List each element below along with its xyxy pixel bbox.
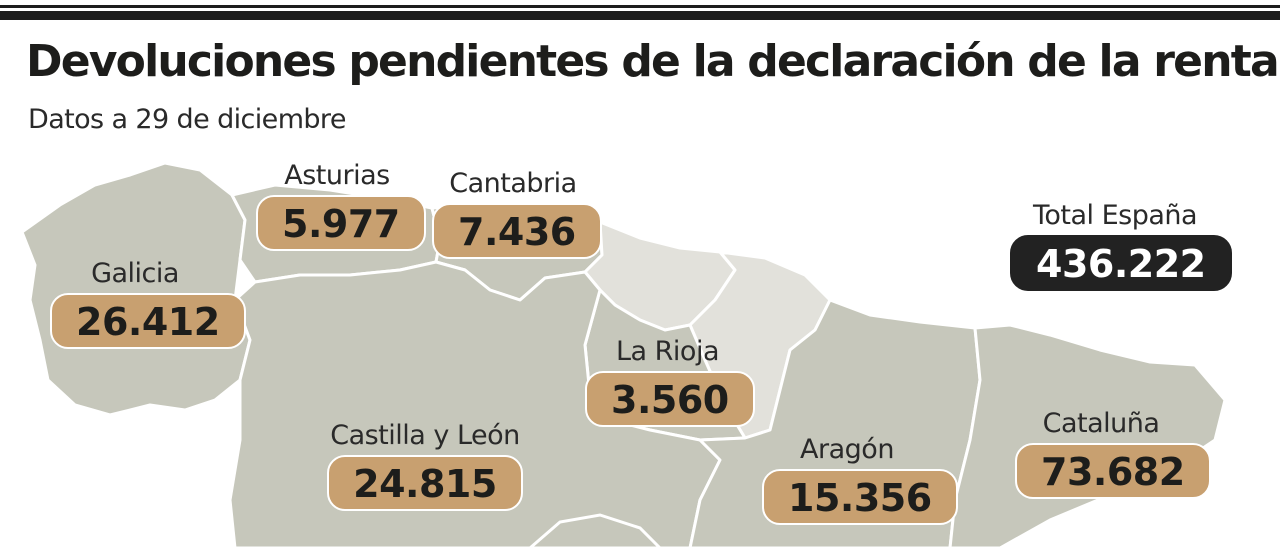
label-total-espana: Total España 436.222 xyxy=(1010,200,1232,291)
region-name-asturias: Asturias xyxy=(284,160,390,191)
region-value-cantabria: 7.436 xyxy=(432,203,602,259)
region-name-aragon: Aragón xyxy=(800,434,894,465)
region-name-cantabria: Cantabria xyxy=(449,168,577,199)
region-value-cataluna: 73.682 xyxy=(1015,443,1211,499)
label-asturias: Asturias 5.977 xyxy=(256,160,426,251)
label-cataluna: Cataluña 73.682 xyxy=(1015,408,1211,499)
region-name-cataluna: Cataluña xyxy=(1042,408,1160,439)
region-value-castilla-leon: 24.815 xyxy=(327,455,523,511)
label-castilla-leon: Castilla y León 24.815 xyxy=(315,420,535,511)
region-name-la-rioja: La Rioja xyxy=(616,336,720,367)
page-title: Devoluciones pendientes de la declaració… xyxy=(26,36,1280,87)
top-rule-thick xyxy=(0,11,1280,20)
label-galicia: Galicia 26.412 xyxy=(50,258,246,349)
region-southern-edge xyxy=(529,513,662,548)
page-subtitle: Datos a 29 de diciembre xyxy=(28,104,346,135)
region-value-asturias: 5.977 xyxy=(256,195,426,251)
label-aragon: Aragón 15.356 xyxy=(762,434,958,525)
label-la-rioja: La Rioja 3.560 xyxy=(585,336,755,427)
top-rule-thin xyxy=(0,5,1280,8)
region-name-galicia: Galicia xyxy=(91,258,179,289)
region-value-galicia: 26.412 xyxy=(50,293,246,349)
region-name-castilla-leon: Castilla y León xyxy=(330,420,520,451)
label-cantabria: Cantabria 7.436 xyxy=(432,168,602,259)
total-name: Total España xyxy=(1032,200,1198,231)
region-value-la-rioja: 3.560 xyxy=(585,371,755,427)
region-value-aragon: 15.356 xyxy=(762,469,958,525)
total-value: 436.222 xyxy=(1010,235,1232,291)
